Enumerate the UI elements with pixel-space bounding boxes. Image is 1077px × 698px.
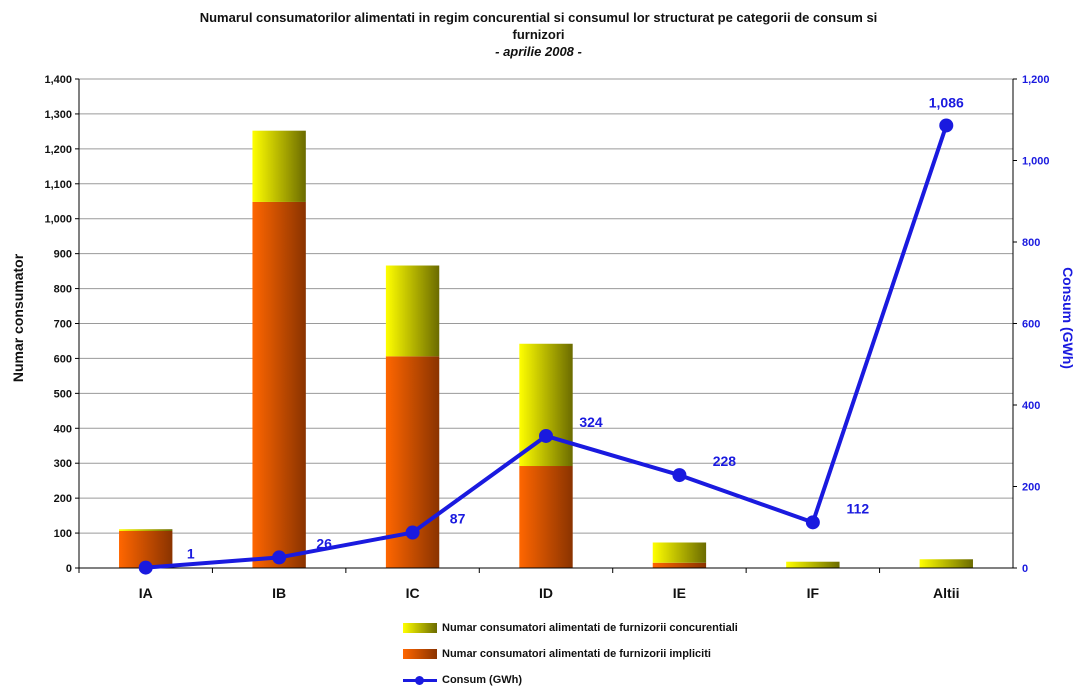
x-tick-label: IB [272,585,286,601]
y2-axis-title: Consum (GWh) [1060,267,1076,369]
y-tick-label: 1,300 [44,109,72,121]
chart-title: Numarul consumatorilor alimentati in reg… [199,10,878,25]
y2-tick-label: 800 [1022,237,1040,249]
legend-swatch-concurentiali [403,623,437,633]
y2-tick-label: 1,200 [1022,74,1050,86]
chart-title-continuation: furnizori [512,27,565,42]
x-tick-label: ID [539,585,553,601]
x-tick-label: Altii [933,585,959,601]
legend-label-impliciti: Numar consumatori alimentati de furnizor… [442,648,711,660]
legend: Numar consumatori alimentati de furnizor… [403,620,738,698]
y-tick-label: 600 [54,353,72,365]
consumption-data-label: 112 [847,500,870,516]
bar-impliciti [519,466,573,568]
y-tick-label: 900 [54,249,72,261]
y-tick-label: 100 [54,528,72,540]
y-tick-label: 1,000 [44,214,72,226]
consumption-point [805,515,820,530]
y-tick-label: 1,400 [44,74,72,86]
y-tick-label: 300 [54,458,72,470]
y2-tick-label: 600 [1022,319,1040,331]
x-tick-label: IC [406,585,420,601]
y2-tick-label: 200 [1022,482,1040,494]
legend-label-consum: Consum (GWh) [442,674,523,686]
consumption-data-label: 324 [579,414,603,430]
x-tick-label: IF [807,585,820,601]
bar-concurentiali [919,559,973,568]
y2-tick-label: 1,000 [1022,156,1050,168]
y-tick-label: 0 [66,563,72,575]
consumption-line [138,118,954,575]
consumption-data-label: 87 [450,511,466,527]
consumption-point [672,468,687,483]
bar-concurentiali [519,343,573,467]
bars [119,130,973,568]
axes: 0 100 200 300 400 500 600 700 800 900 1,000 1,100 1,… [44,74,1049,601]
y2-tick-label: 400 [1022,400,1040,412]
consumption-data-label: 1 [187,546,195,562]
y-tick-label: 200 [54,493,72,505]
x-tick-label: IE [673,585,686,601]
legend-swatch-consum [403,675,437,685]
consumption-point [405,525,420,540]
y-axis-title: Numar consumator [10,253,26,382]
bar-concurentiali [119,529,173,531]
y-tick-label: 500 [54,388,72,400]
y-tick-label: 1,100 [44,179,72,191]
consumption-point [272,550,287,565]
data-labels: 1 26 87 324 228 112 1,086 [187,94,964,561]
consumption-data-label: 228 [713,453,737,469]
consumption-point [539,428,553,443]
bar-concurentiali [252,130,306,202]
consumption-data-label: 1,086 [929,94,964,110]
bar-concurentiali [786,561,840,568]
y2-tick-label: 0 [1022,563,1028,575]
consumption-point [939,118,954,133]
bar-impliciti [252,201,306,568]
bar-impliciti [652,562,707,568]
consumption-data-label: 26 [316,535,332,551]
y-tick-label: 400 [54,423,72,435]
chart-subtitle: - aprilie 2008 - [495,44,582,59]
bar-concurentiali [385,265,440,357]
legend-item-concurentiali: Numar consumatori alimentati de furnizor… [403,620,738,636]
gridlines [79,78,1013,534]
x-tick-label: IA [139,585,153,601]
legend-item-consum: Consum (GWh) [403,672,738,688]
y-tick-label: 1,200 [44,144,72,156]
legend-swatch-impliciti [403,649,437,659]
legend-label-concurentiali: Numar consumatori alimentati de furnizor… [442,622,738,634]
y-tick-label: 700 [54,319,72,331]
y-tick-label: 800 [54,284,72,296]
bar-concurentiali [652,542,707,563]
consumption-point [138,560,153,575]
legend-item-impliciti: Numar consumatori alimentati de furnizor… [403,646,738,662]
